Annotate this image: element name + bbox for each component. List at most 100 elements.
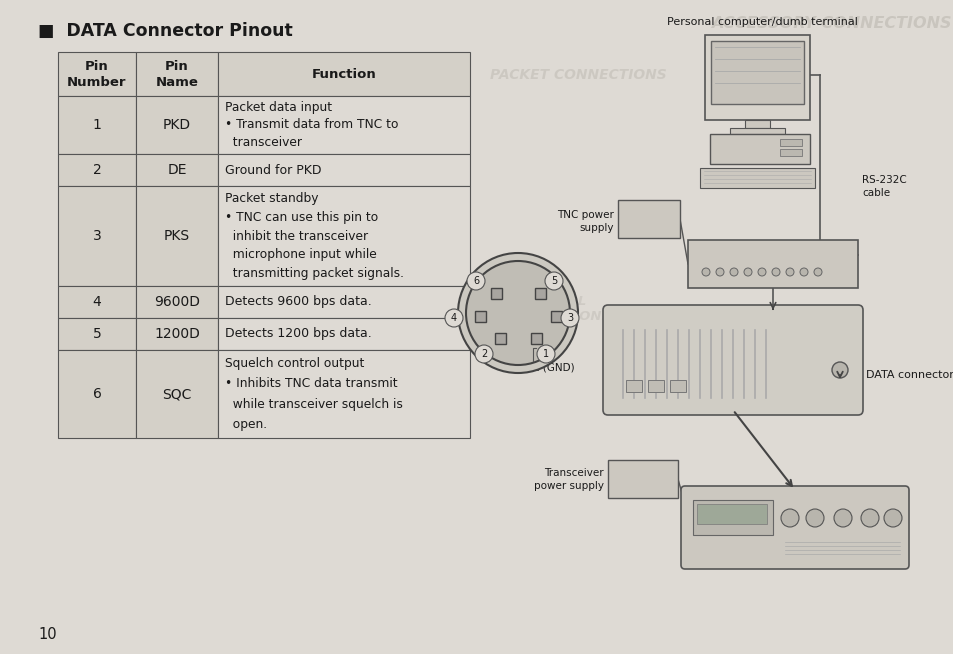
Text: 9600D: 9600D <box>153 295 200 309</box>
Circle shape <box>813 268 821 276</box>
Text: Packet data input: Packet data input <box>225 101 332 114</box>
Bar <box>218 186 470 286</box>
Text: TNC power
supply: TNC power supply <box>557 210 614 233</box>
Bar <box>744 120 769 128</box>
Bar <box>58 154 136 186</box>
Text: TNC: TNC <box>831 245 852 255</box>
Bar <box>136 52 218 96</box>
Bar <box>729 128 784 134</box>
Circle shape <box>465 261 569 365</box>
Text: MICROPHONE: MICROPHONE <box>510 310 611 323</box>
Text: • Inhibits TNC data transmit: • Inhibits TNC data transmit <box>225 377 397 390</box>
Text: 1200D: 1200D <box>153 327 200 341</box>
Bar <box>136 350 218 438</box>
Text: • Transmit data from TNC to: • Transmit data from TNC to <box>225 118 398 131</box>
Text: while transceiver squelch is: while transceiver squelch is <box>225 398 402 411</box>
Circle shape <box>781 509 799 527</box>
Text: Detects 1200 bps data.: Detects 1200 bps data. <box>225 328 372 341</box>
Circle shape <box>743 268 751 276</box>
Text: PACKET CONNECTIONS: PACKET CONNECTIONS <box>490 68 666 82</box>
Text: inhibit the transceiver: inhibit the transceiver <box>225 230 368 243</box>
Circle shape <box>467 272 484 290</box>
Circle shape <box>800 268 807 276</box>
Text: 5: 5 <box>550 276 557 286</box>
Text: 3: 3 <box>566 313 573 323</box>
Bar <box>58 350 136 438</box>
Text: ACCESSORY CONNECTIONS: ACCESSORY CONNECTIONS <box>711 16 951 31</box>
Bar <box>136 286 218 318</box>
Text: Function: Function <box>312 67 376 80</box>
Circle shape <box>833 509 851 527</box>
Text: RS-232C
cable: RS-232C cable <box>862 175 905 198</box>
Bar <box>58 96 136 154</box>
Bar <box>495 333 505 344</box>
Text: Pin
Name: Pin Name <box>155 60 198 88</box>
Circle shape <box>771 268 780 276</box>
FancyBboxPatch shape <box>680 486 908 569</box>
Text: Packet standby: Packet standby <box>225 192 318 205</box>
Bar <box>58 318 136 350</box>
Bar <box>625 380 641 392</box>
Bar <box>535 288 545 299</box>
Text: 6: 6 <box>473 276 478 286</box>
Bar <box>531 333 541 344</box>
Circle shape <box>716 268 723 276</box>
Bar <box>669 380 685 392</box>
Circle shape <box>537 345 555 363</box>
Text: 6: 6 <box>92 387 101 401</box>
Bar <box>136 318 218 350</box>
Text: E (GND): E (GND) <box>533 363 574 373</box>
Text: 10: 10 <box>38 627 56 642</box>
Text: • TNC can use this pin to: • TNC can use this pin to <box>225 211 377 224</box>
Bar <box>58 286 136 318</box>
Text: transceiver: transceiver <box>225 136 302 149</box>
Circle shape <box>544 272 562 290</box>
Bar <box>697 504 766 524</box>
Circle shape <box>444 309 462 327</box>
Text: ■  DATA Connector Pinout: ■ DATA Connector Pinout <box>38 22 293 40</box>
Circle shape <box>560 309 578 327</box>
Bar <box>704 35 809 120</box>
Bar <box>687 240 857 288</box>
Bar <box>58 52 136 96</box>
Bar <box>780 149 801 156</box>
Text: transmitting packet signals.: transmitting packet signals. <box>225 267 403 280</box>
Text: PKS: PKS <box>164 229 190 243</box>
Text: DATA connector: DATA connector <box>865 370 953 380</box>
Text: 3: 3 <box>92 229 101 243</box>
Text: Transceiver
power supply: Transceiver power supply <box>534 468 603 491</box>
Text: 1: 1 <box>542 349 549 359</box>
Circle shape <box>457 253 578 373</box>
Bar <box>136 96 218 154</box>
Text: 5: 5 <box>92 327 101 341</box>
Bar <box>647 380 663 392</box>
Circle shape <box>701 268 709 276</box>
Bar <box>551 311 561 322</box>
Text: Detects 9600 bps data.: Detects 9600 bps data. <box>225 296 372 309</box>
Text: DE: DE <box>167 163 187 177</box>
Text: 2: 2 <box>480 349 487 359</box>
Text: Pin
Number: Pin Number <box>67 60 127 88</box>
Bar <box>136 186 218 286</box>
Bar <box>692 500 772 535</box>
Circle shape <box>861 509 878 527</box>
Bar <box>700 168 814 188</box>
Text: PKD: PKD <box>163 118 191 132</box>
Bar <box>218 52 470 96</box>
Bar <box>58 186 136 286</box>
Text: 1: 1 <box>92 118 101 132</box>
Bar <box>475 311 485 322</box>
Text: 4: 4 <box>92 295 101 309</box>
Circle shape <box>883 509 901 527</box>
Text: Squelch control output: Squelch control output <box>225 357 364 370</box>
Text: EXTERNAL: EXTERNAL <box>510 295 587 308</box>
Circle shape <box>805 509 823 527</box>
Circle shape <box>831 362 847 378</box>
Text: 2: 2 <box>92 163 101 177</box>
Bar <box>218 154 470 186</box>
Bar <box>607 460 678 498</box>
Circle shape <box>475 345 493 363</box>
Circle shape <box>758 268 765 276</box>
Bar <box>709 134 809 164</box>
Text: open.: open. <box>225 418 267 431</box>
